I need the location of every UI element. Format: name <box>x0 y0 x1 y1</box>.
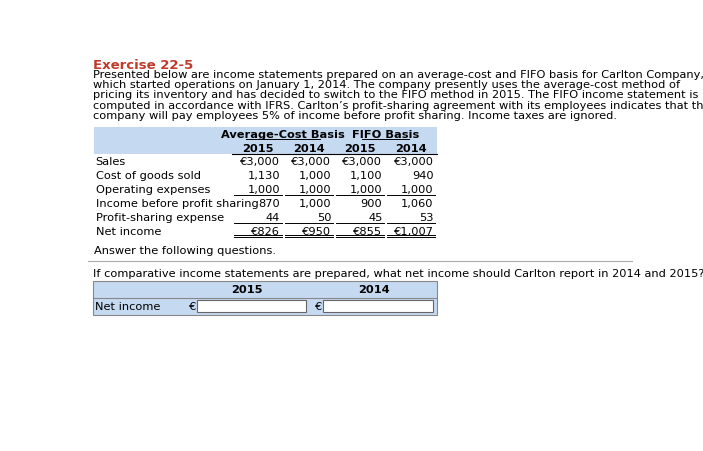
Text: €826: €826 <box>251 226 280 236</box>
Text: 2015: 2015 <box>242 143 273 153</box>
Text: 1,000: 1,000 <box>401 185 434 195</box>
Text: €: € <box>315 302 322 312</box>
Text: Income before profit sharing: Income before profit sharing <box>96 198 259 208</box>
Bar <box>94 141 437 155</box>
Text: €: € <box>188 302 196 312</box>
Text: Average-Cost Basis: Average-Cost Basis <box>221 129 345 139</box>
Text: 2015: 2015 <box>231 285 263 295</box>
Text: Exercise 22-5: Exercise 22-5 <box>93 59 193 72</box>
Text: 1,100: 1,100 <box>350 171 382 181</box>
Text: 940: 940 <box>412 171 434 181</box>
Text: 1,000: 1,000 <box>299 198 331 208</box>
Text: FIFO Basis: FIFO Basis <box>352 129 419 139</box>
Text: 2014: 2014 <box>358 285 389 295</box>
Bar <box>323 300 433 313</box>
Bar <box>94 128 437 141</box>
Text: 1,000: 1,000 <box>299 171 331 181</box>
Text: €3,000: €3,000 <box>240 157 280 167</box>
Text: 53: 53 <box>419 212 434 222</box>
Text: company will pay employees 5% of income before profit sharing. Income taxes are : company will pay employees 5% of income … <box>93 111 617 121</box>
Text: 2014: 2014 <box>293 143 325 153</box>
Text: which started operations on January 1, 2014. The company presently uses the aver: which started operations on January 1, 2… <box>93 80 680 90</box>
Text: If comparative income statements are prepared, what net income should Carlton re: If comparative income statements are pre… <box>93 269 703 279</box>
Text: €855: €855 <box>353 226 382 236</box>
Text: €3,000: €3,000 <box>291 157 331 167</box>
Text: 2015: 2015 <box>344 143 375 153</box>
Text: €3,000: €3,000 <box>394 157 434 167</box>
Text: Answer the following questions.: Answer the following questions. <box>94 246 276 256</box>
Text: Presented below are income statements prepared on an average-cost and FIFO basis: Presented below are income statements pr… <box>93 69 703 79</box>
Text: Net income: Net income <box>95 302 160 312</box>
Text: 900: 900 <box>361 198 382 208</box>
Text: pricing its inventory and has decided to switch to the FIFO method in 2015. The : pricing its inventory and has decided to… <box>93 90 698 100</box>
Text: 1,000: 1,000 <box>247 185 280 195</box>
Bar <box>93 281 437 315</box>
Bar <box>197 300 307 313</box>
Text: Net income: Net income <box>96 226 161 236</box>
Text: Cost of goods sold: Cost of goods sold <box>96 171 200 181</box>
Text: Sales: Sales <box>96 157 126 167</box>
Bar <box>93 281 437 298</box>
Text: €950: €950 <box>302 226 331 236</box>
Text: 1,130: 1,130 <box>247 171 280 181</box>
Text: 1,000: 1,000 <box>299 185 331 195</box>
Text: 1,060: 1,060 <box>401 198 434 208</box>
Text: 50: 50 <box>317 212 331 222</box>
Text: Profit-sharing expense: Profit-sharing expense <box>96 212 224 222</box>
Text: €1,007: €1,007 <box>394 226 434 236</box>
Text: 45: 45 <box>368 212 382 222</box>
Text: €3,000: €3,000 <box>342 157 382 167</box>
Text: 2014: 2014 <box>395 143 427 153</box>
Text: computed in accordance with IFRS. Carlton’s profit-sharing agreement with its em: computed in accordance with IFRS. Carlto… <box>93 101 703 110</box>
Text: 870: 870 <box>258 198 280 208</box>
Text: 1,000: 1,000 <box>350 185 382 195</box>
Text: Operating expenses: Operating expenses <box>96 185 210 195</box>
Text: 44: 44 <box>266 212 280 222</box>
Bar <box>93 298 437 315</box>
